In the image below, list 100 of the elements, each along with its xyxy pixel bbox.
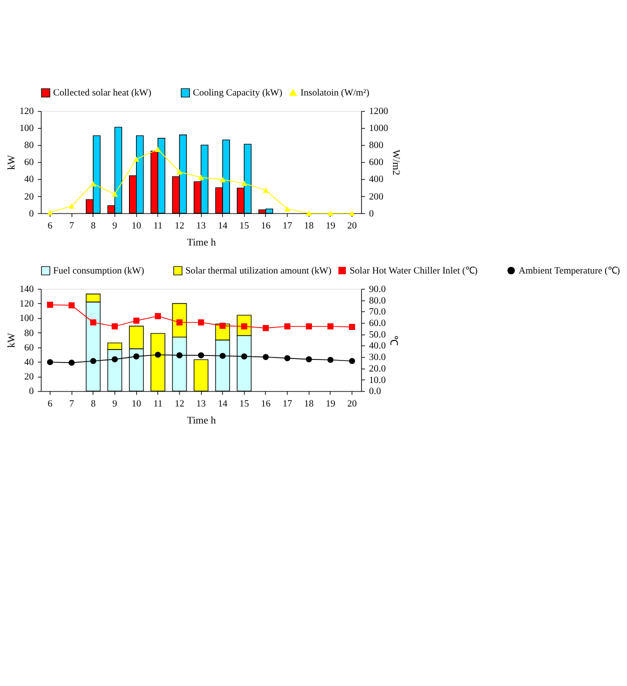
x-tick-label: 13 bbox=[196, 220, 206, 232]
legend-label: Solar Hot Water Chiller Inlet (℃) bbox=[350, 265, 478, 276]
x-tick-label: 16 bbox=[260, 398, 271, 410]
x-tick-label: 19 bbox=[326, 220, 336, 232]
point bbox=[348, 210, 356, 216]
point bbox=[90, 358, 96, 364]
y2-tick-label: 400 bbox=[369, 174, 384, 186]
y-tick-label: 120 bbox=[19, 106, 34, 118]
point bbox=[47, 359, 54, 366]
point bbox=[176, 352, 183, 358]
y-tick-label: 80 bbox=[24, 140, 34, 152]
y2-tick-label: 1000 bbox=[369, 123, 388, 134]
x-tick-label: 20 bbox=[347, 220, 358, 232]
y-tick-label: 60 bbox=[24, 342, 34, 354]
x-tick-label: 15 bbox=[239, 220, 250, 232]
point bbox=[327, 356, 334, 363]
point bbox=[198, 174, 204, 180]
point bbox=[68, 203, 75, 209]
x-tick-label: 6 bbox=[48, 398, 53, 410]
point bbox=[154, 313, 161, 320]
y2-tick-label: 20.0 bbox=[369, 363, 386, 374]
point bbox=[198, 319, 204, 326]
y-tick-label: 0 bbox=[28, 386, 34, 398]
x-tick-label: 18 bbox=[304, 220, 314, 232]
y2-tick-label: 0.0 bbox=[369, 386, 382, 398]
point bbox=[306, 356, 312, 362]
y-tick-label: 60 bbox=[24, 157, 34, 168]
point bbox=[198, 352, 204, 358]
x-tick-label: 13 bbox=[196, 398, 206, 410]
x-tick-label: 9 bbox=[112, 220, 118, 232]
y2-tick-label: 800 bbox=[369, 140, 384, 152]
legend-label: Insolatoin (W/m²) bbox=[300, 87, 370, 98]
legend-label: Ambient Temperature (℃) bbox=[518, 265, 620, 276]
x-tick-label: 7 bbox=[69, 398, 74, 410]
point bbox=[220, 176, 226, 182]
point bbox=[327, 210, 334, 216]
y-tick-label: 40 bbox=[24, 356, 34, 368]
point bbox=[68, 302, 75, 308]
y2-tick-label: 30.0 bbox=[369, 352, 386, 364]
x-tick-label: 20 bbox=[347, 398, 358, 410]
y-tick-label: 80 bbox=[24, 328, 34, 339]
x-axis-title: Time h bbox=[186, 238, 216, 249]
y-tick-label: 20 bbox=[24, 372, 34, 383]
point bbox=[133, 156, 140, 162]
point bbox=[47, 210, 54, 216]
point bbox=[262, 354, 269, 360]
x-tick-label: 16 bbox=[260, 220, 271, 232]
point bbox=[284, 206, 290, 212]
y2-tick-label: 80.0 bbox=[369, 295, 386, 306]
y-tick-label: 40 bbox=[24, 174, 34, 186]
y2-tick-label: 70.0 bbox=[369, 306, 386, 318]
y2-tick-label: 0 bbox=[369, 208, 374, 220]
point bbox=[327, 323, 334, 330]
point bbox=[241, 353, 248, 360]
y-axis-title: kW bbox=[6, 154, 18, 170]
x-tick-label: 10 bbox=[132, 220, 142, 232]
point bbox=[176, 169, 183, 175]
y2-tick-label: 1200 bbox=[369, 106, 388, 118]
y2-tick-label: 40.0 bbox=[369, 340, 386, 352]
y-axis-title: kW bbox=[6, 332, 18, 348]
legend-label: Collected solar heat (kW) bbox=[53, 88, 152, 99]
x-tick-label: 15 bbox=[239, 398, 250, 410]
x-tick-label: 6 bbox=[48, 220, 53, 232]
x-tick-label: 14 bbox=[218, 398, 228, 410]
point bbox=[90, 319, 96, 326]
y-tick-label: 20 bbox=[24, 191, 34, 202]
y-tick-label: 120 bbox=[19, 298, 34, 310]
legend-label: Cooling Capacity (kW) bbox=[192, 88, 282, 99]
point bbox=[348, 358, 356, 364]
x-axis-title: Time h bbox=[186, 415, 216, 426]
point bbox=[220, 352, 226, 359]
x-tick-label: 8 bbox=[90, 220, 96, 232]
point bbox=[68, 360, 75, 366]
y2-axis-title: ℃ bbox=[388, 335, 399, 346]
y-tick-label: 100 bbox=[19, 313, 34, 324]
x-tick-label: 18 bbox=[304, 398, 314, 410]
x-tick-label: 7 bbox=[69, 220, 74, 232]
x-tick-label: 10 bbox=[132, 398, 142, 410]
legend-label: Solar thermal utilization amount (kW) bbox=[185, 265, 332, 276]
x-tick-label: 12 bbox=[174, 398, 184, 410]
point bbox=[90, 181, 96, 186]
y2-tick-label: 50.0 bbox=[369, 329, 386, 340]
point bbox=[284, 323, 290, 330]
point bbox=[176, 319, 183, 326]
point bbox=[306, 323, 312, 330]
point bbox=[262, 188, 269, 193]
point bbox=[241, 180, 248, 186]
x-tick-label: 14 bbox=[218, 220, 228, 232]
point bbox=[348, 324, 356, 330]
point bbox=[112, 323, 118, 330]
y2-tick-label: 200 bbox=[369, 191, 384, 202]
y-tick-label: 100 bbox=[19, 123, 34, 134]
x-tick-label: 12 bbox=[174, 220, 184, 232]
x-tick-label: 11 bbox=[153, 220, 163, 232]
x-tick-label: 19 bbox=[326, 398, 336, 410]
x-tick-label: 8 bbox=[90, 398, 96, 410]
point bbox=[284, 355, 290, 362]
x-tick-label: 17 bbox=[282, 398, 292, 410]
point bbox=[47, 302, 54, 308]
point bbox=[306, 210, 312, 216]
